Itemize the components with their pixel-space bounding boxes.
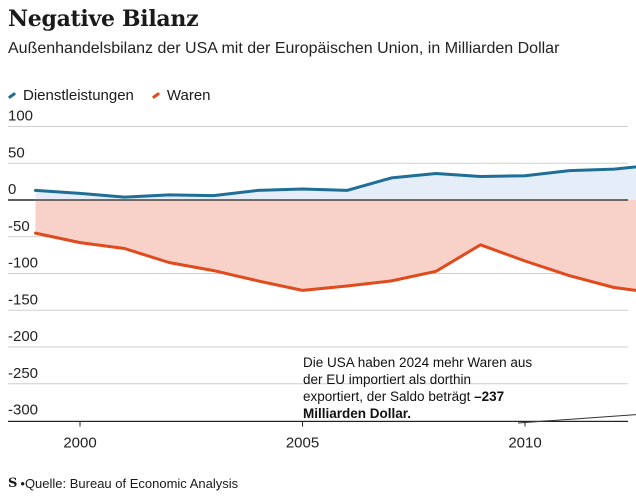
legend-label-goods: Waren — [166, 87, 211, 104]
y-tick-label: -150 — [8, 291, 38, 308]
legend: Dienstleistungen Waren — [7, 87, 229, 104]
annotation: Die USA haben 2024 mehr Waren aus der EU… — [303, 354, 533, 422]
series-area-services — [35, 166, 636, 200]
x-tick-label: 2000 — [63, 435, 96, 452]
y-tick-label: -100 — [8, 255, 38, 272]
y-tick-label: -300 — [8, 402, 38, 419]
legend-label-services: Dienstleistungen — [23, 87, 134, 104]
y-tick-label: 50 — [8, 144, 25, 161]
y-tick-label: -250 — [8, 365, 38, 382]
x-tick-label: 2005 — [286, 435, 319, 452]
annotation-arrow — [517, 414, 636, 424]
footer: S •Quelle: Bureau of Economic Analysis — [8, 476, 238, 491]
y-tick-label: -50 — [8, 218, 30, 235]
legend-item-goods: Waren — [151, 87, 211, 104]
annotation-text: Die USA haben 2024 mehr Waren aus der EU… — [303, 355, 533, 404]
y-tick-label: 100 — [8, 108, 33, 125]
series-line-goods — [34, 231, 636, 292]
y-tick-label: 0 — [8, 181, 16, 198]
series-area-goods — [35, 200, 636, 291]
publisher-logo: S — [8, 476, 18, 491]
series-line-services — [34, 165, 636, 199]
y-tick-label: -200 — [8, 328, 38, 345]
source-text: •Quelle: Bureau of Economic Analysis — [20, 476, 239, 491]
annotation-bold: –237 Milliarden Dollar. — [303, 389, 505, 421]
chart-title: Negative Bilanz — [8, 6, 199, 32]
chart-subtitle: Außenhandelsbilanz der USA mit der Europ… — [8, 40, 560, 57]
legend-item-services: Dienstleistungen — [7, 87, 134, 104]
x-tick-label: 2010 — [508, 435, 541, 452]
